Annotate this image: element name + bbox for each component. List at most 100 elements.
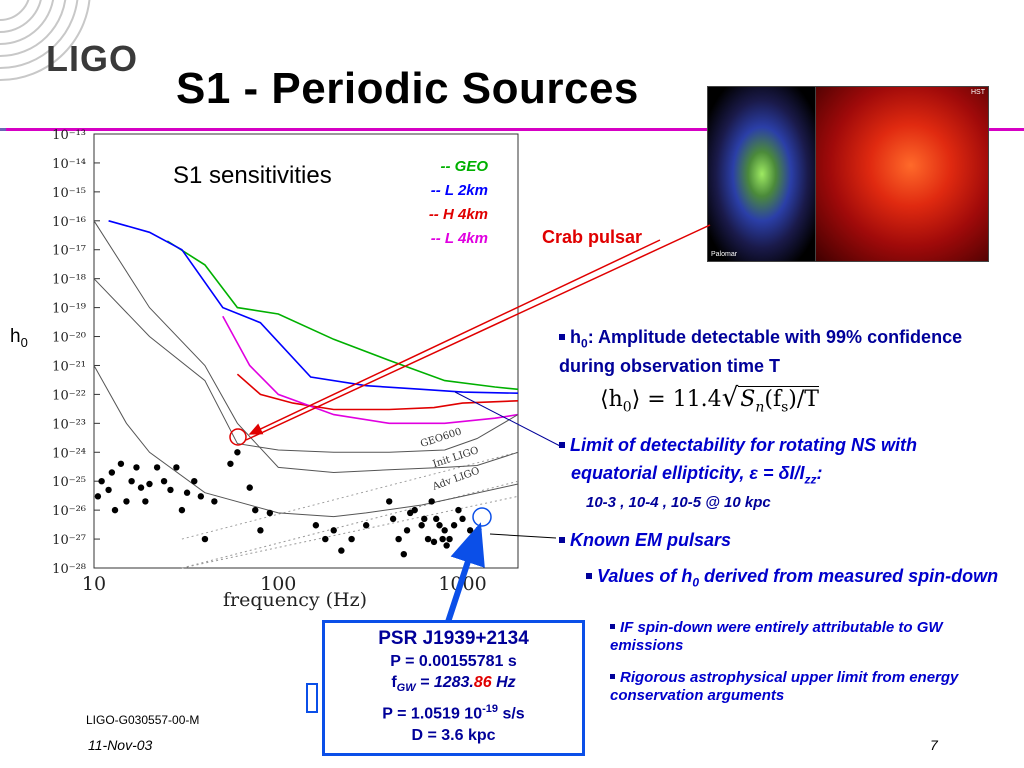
pulsar-point <box>146 480 153 488</box>
ellipticity-text: equatorial ellipticity, <box>571 463 750 483</box>
x-tick-label: 10 <box>82 573 106 595</box>
series-line-init-ligo <box>93 220 519 474</box>
pulsar-point <box>117 460 125 467</box>
crab-image-hst: HST <box>815 86 989 262</box>
crab-arrow-line-1 <box>248 239 661 435</box>
chart-ylabel: h0 <box>10 326 28 350</box>
pulsar-point <box>227 460 234 467</box>
psr-period: P = 0.00155781 s <box>390 653 517 670</box>
pulsar-point <box>133 464 140 471</box>
pulsar-point <box>395 535 402 543</box>
bullet-square-icon <box>586 573 592 579</box>
doc-id: LIGO-G030557-00-M <box>86 713 200 727</box>
em-pointer-line <box>489 533 557 539</box>
ellipticity-values: 10-3 , 10-4 , 10-5 @ 10 kpc <box>586 494 771 511</box>
values-h0-pre: Values of h <box>597 566 693 586</box>
psr-distance: D = 3.6 kpc <box>411 726 496 744</box>
fgw-red: 86 <box>473 674 492 691</box>
fgw-f: f <box>391 674 397 691</box>
bullet-square-icon <box>610 624 615 629</box>
y-tick-label: 10⁻²⁰ <box>52 331 86 346</box>
page-number: 7 <box>930 737 938 753</box>
footer-date: 11-Nov-03 <box>88 737 153 753</box>
y-tick-label: 10⁻²⁴ <box>52 446 86 461</box>
logo-text: LIGO <box>46 38 138 79</box>
psr-name: PSR J1939+2134 <box>378 628 529 649</box>
pulsar-point <box>459 515 466 523</box>
bullet-limit-line2: equatorial ellipticity, ε = δI/Izz: <box>571 462 823 491</box>
crab-image-palomar: Palomar <box>707 86 817 262</box>
pulsar-point <box>424 535 432 543</box>
psr-arrow-line <box>445 522 485 623</box>
pulsar-point <box>160 478 168 485</box>
crab-marker-circle <box>229 428 247 446</box>
chart-svg: 10⁻¹³ 10⁻¹⁴ 10⁻¹⁵ 10⁻¹⁶ 10⁻¹⁷ 10⁻¹⁸ 10⁻¹⁹ 10⁻²⁰… <box>52 128 519 611</box>
psr-pdot: P = 1.0519 10-19 s/s <box>325 699 582 724</box>
crab-pulsar-label: Crab pulsar <box>542 227 643 247</box>
pulsar-point <box>142 498 149 505</box>
pulsar-point <box>418 522 425 529</box>
pulsar-point <box>105 486 112 494</box>
pulsar-point <box>389 515 397 523</box>
sqrt-icon: √ <box>721 383 739 413</box>
formula-n-sub: n <box>755 399 765 416</box>
title-rule <box>0 128 1024 131</box>
formula-lhs: ⟨h <box>600 387 623 412</box>
title-rule-accent <box>0 128 6 131</box>
bullet-limit-line1: Limit of detectability for rotating NS w… <box>570 435 918 455</box>
bullet-square-icon <box>559 334 565 340</box>
pulsar-point <box>430 538 438 546</box>
limit-pointer-line <box>454 391 563 448</box>
pulsar-point <box>128 478 135 485</box>
series-line-adv-ligo <box>93 365 519 518</box>
pulsar-point <box>173 464 180 471</box>
bullet-amplitude: h0: Amplitude detectable with 99% confid… <box>559 326 979 377</box>
ellipticity-eq: = δI/I <box>758 463 805 483</box>
pdot-exp: -19 <box>482 703 498 716</box>
y-tick-label: 10⁻²⁵ <box>52 475 86 490</box>
series-line-h-4km <box>236 373 519 411</box>
legend-geo: -- GEO <box>440 158 489 175</box>
pulsar-point <box>330 527 337 534</box>
crab-arrow-line-2 <box>245 224 711 441</box>
pulsar-point <box>266 509 274 517</box>
formula-lhs-sub: 0 <box>622 399 632 416</box>
pulsar-point <box>436 522 443 529</box>
pulsar-point <box>322 535 329 543</box>
pulsar-point <box>153 464 161 471</box>
pulsar-point <box>411 506 418 514</box>
legend-h4km: -- H 4km <box>428 206 488 223</box>
palomar-label: Palomar <box>711 251 738 258</box>
formula-s-sub: s <box>781 399 789 416</box>
bullet-limit: Limit of detectability for rotating NS w… <box>559 434 1019 456</box>
pulsar-point <box>428 498 435 505</box>
pulsar-point <box>455 506 462 514</box>
y-tick-label: 10⁻¹⁶ <box>52 215 86 230</box>
formula-mid: ⟩ = 11.4 <box>631 387 722 412</box>
formula-f: (f <box>764 387 782 412</box>
pulsar-point <box>183 489 191 496</box>
page-title: S1 - Periodic Sources <box>176 64 639 113</box>
pulsar-point <box>246 484 253 491</box>
bullet-amplitude-text: : Amplitude detectable with 99% confiden… <box>559 327 963 376</box>
pulsar-point <box>167 486 174 494</box>
fgw-sub: GW <box>396 682 416 695</box>
fgw-unit: Hz <box>491 674 516 691</box>
pulsar-point <box>441 527 448 534</box>
values-h0-sub: 0 <box>692 575 700 590</box>
pulsar-point <box>252 506 259 514</box>
series-line-geo <box>166 240 519 391</box>
y-tick-label: 10⁻²⁶ <box>52 504 86 519</box>
bullet-upper-limit: Rigorous astrophysical upper limit from … <box>610 669 1015 705</box>
bullet-amplitude-h: h <box>570 327 581 347</box>
fgw-eq: = 1283. <box>415 674 474 691</box>
formula-end: )/T <box>788 387 819 412</box>
values-h0-post: derived from measured spin-down <box>699 566 999 586</box>
pulsar-point <box>98 478 105 485</box>
epsilon-symbol: ε <box>749 463 758 483</box>
formula-radicand: Sn(fs)/T <box>738 386 819 416</box>
y-tick-label: 10⁻¹⁴ <box>52 157 86 172</box>
y-tick-label: 10⁻¹⁵ <box>52 186 86 201</box>
slide-marker <box>306 683 318 713</box>
bullet-square-icon <box>559 442 565 448</box>
